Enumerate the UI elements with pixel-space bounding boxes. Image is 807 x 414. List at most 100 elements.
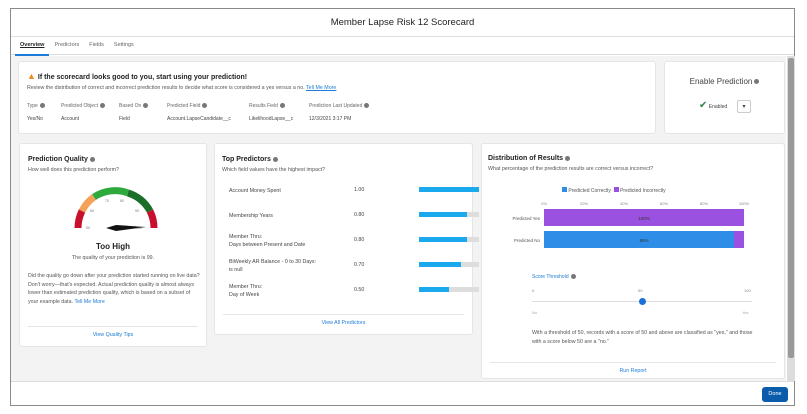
gauge-tick: 60 (90, 209, 94, 213)
chevron-down-icon[interactable]: ▾ (737, 100, 751, 113)
tell-me-more-link[interactable]: Tell Me More (74, 298, 105, 305)
chart-legend: Predicted Correctly Predicted Incorrectl… (562, 187, 666, 194)
info-icon (89, 156, 95, 162)
info-icon (272, 156, 278, 162)
info-icon (202, 103, 208, 109)
distribution-title: Distribution of Results (488, 155, 571, 162)
quality-subtitle: How well does this prediction perform? (28, 167, 119, 173)
legend-swatch-incorrect (613, 187, 619, 192)
bar-data-label: 95% (639, 238, 648, 243)
warning-icon: ▲ (27, 71, 36, 81)
info-icon (39, 103, 45, 109)
bar-segment (734, 231, 744, 248)
x-tick-label: 80% (700, 201, 708, 206)
predictors-card: Top Predictors Which field values have t… (214, 143, 479, 335)
field-value: Account (61, 116, 80, 122)
gauge-tick: 70 (105, 199, 109, 203)
predictor-value: 1.00 (354, 187, 365, 193)
predictor-name: Member Thru: Days between Present and Dat… (229, 234, 306, 248)
quality-gauge: 50 60 70 80 90 100 (74, 187, 158, 231)
legend-label: Predicted Correctly (568, 188, 611, 194)
field-value: 12/3/2021 3:17 PM (309, 116, 352, 122)
x-tick-label: 100% (739, 201, 750, 206)
tab-overview[interactable]: Overview (15, 37, 50, 56)
info-icon (279, 103, 285, 109)
slider-max: 100 (744, 288, 751, 293)
predictor-value: 0.80 (354, 212, 365, 218)
field-label: Predicted Object (61, 103, 105, 109)
view-all-predictors-link[interactable]: View All Predictors (223, 314, 464, 331)
view-quality-tips-link[interactable]: View Quality Tips (28, 326, 198, 343)
banner-heading: ▲ If the scorecard looks good to you, st… (27, 71, 248, 81)
bar-segment (544, 209, 744, 226)
info-icon (143, 103, 149, 109)
modal-title: Member Lapse Risk 12 Scorecard (11, 9, 794, 37)
field-label: Type (27, 103, 45, 109)
scrollbar[interactable] (787, 56, 795, 381)
legend-label: Predicted Incorrectly (620, 188, 666, 194)
slider-right-label: Yes (742, 310, 749, 315)
gauge-red-low (74, 209, 86, 229)
field-label: Results Field (249, 103, 285, 109)
content-area: ▲ If the scorecard looks good to you, st… (11, 56, 786, 381)
field-value: Account.LapseCandidate__c (167, 116, 231, 122)
threshold-explanation: With a threshold of 50, records with a s… (532, 330, 753, 345)
enable-status[interactable]: ✔ Enabled (699, 100, 728, 111)
gauge-dark-green (126, 189, 154, 213)
predictor-name: Member Thru: Day of Week (229, 284, 263, 298)
predictor-row: Membership Years 0.80 (229, 208, 479, 228)
gauge-red-high (146, 209, 158, 229)
done-button[interactable]: Done (762, 387, 788, 402)
run-report-link[interactable]: Run Report (490, 362, 776, 379)
gauge-tick: 100 (136, 226, 142, 230)
predictor-bar (419, 262, 479, 267)
field-value: Field (119, 116, 130, 122)
predictor-row: Account Money Spent 1.00 (229, 183, 479, 203)
tab-predictors[interactable]: Predictors (54, 42, 80, 48)
gauge-tick: 50 (86, 226, 90, 230)
predictor-value: 0.80 (354, 237, 365, 243)
info-icon (570, 274, 576, 280)
scorecard-modal: Member Lapse Risk 12 Scorecard Overview P… (10, 8, 795, 406)
x-tick-label: 60% (660, 201, 668, 206)
predictor-row: BiWeekly AR Balance - 0 to 30 Days: is nu… (229, 258, 479, 278)
predictor-bar (419, 237, 479, 242)
score-threshold-label: Score Threshold (532, 274, 576, 280)
predictor-name: Membership Years (229, 213, 273, 219)
category-label: Predicted Yes (512, 216, 540, 221)
field-label: Prediction Last Updated (309, 103, 370, 109)
quality-rating: Too High (95, 242, 131, 251)
score-threshold-slider[interactable]: 0 50 100 No Yes (532, 288, 752, 318)
distribution-card: Distribution of Results What percentage … (481, 143, 785, 379)
quality-summary: The quality of your prediction is 99. (71, 255, 155, 261)
enable-title: Enable Prediction (665, 77, 784, 86)
tell-me-more-link[interactable]: Tell Me More (306, 85, 337, 91)
predictor-bar (419, 212, 479, 217)
quality-title: Prediction Quality (28, 156, 95, 163)
slider-mid: 50 (638, 288, 643, 293)
enable-card: Enable Prediction ✔ Enabled ▾ (664, 61, 785, 134)
quality-card: Prediction Quality How well does this pr… (19, 143, 207, 347)
info-icon (565, 155, 571, 161)
gauge-needle (106, 225, 146, 231)
predictors-title: Top Predictors (222, 156, 278, 163)
check-icon: ✔ (699, 100, 708, 111)
banner-card: ▲ If the scorecard looks good to you, st… (18, 61, 656, 134)
quality-body: Did the quality go down after your predi… (28, 273, 200, 305)
slider-thumb[interactable] (638, 298, 646, 305)
gauge-tick: 90 (135, 209, 139, 213)
predictor-name: BiWeekly AR Balance - 0 to 30 Days: is nu… (229, 259, 317, 273)
info-icon (754, 79, 760, 85)
predictor-name: Account Money Spent (229, 188, 281, 194)
x-tick-label: 40% (620, 201, 628, 206)
field-value: LikelihoodLapse__c (249, 116, 294, 122)
tab-settings[interactable]: Settings (113, 42, 134, 48)
predictor-value: 0.70 (354, 262, 365, 268)
tab-fields[interactable]: Fields (89, 42, 104, 48)
x-tick-label: 0% (541, 201, 547, 206)
gauge-tick: 80 (120, 199, 124, 203)
predictor-row: Member Thru: Day of Week 0.50 (229, 283, 479, 303)
predictor-bar (419, 287, 479, 292)
modal-footer: Done (11, 381, 794, 407)
bar-data-label: 100% (638, 216, 650, 221)
